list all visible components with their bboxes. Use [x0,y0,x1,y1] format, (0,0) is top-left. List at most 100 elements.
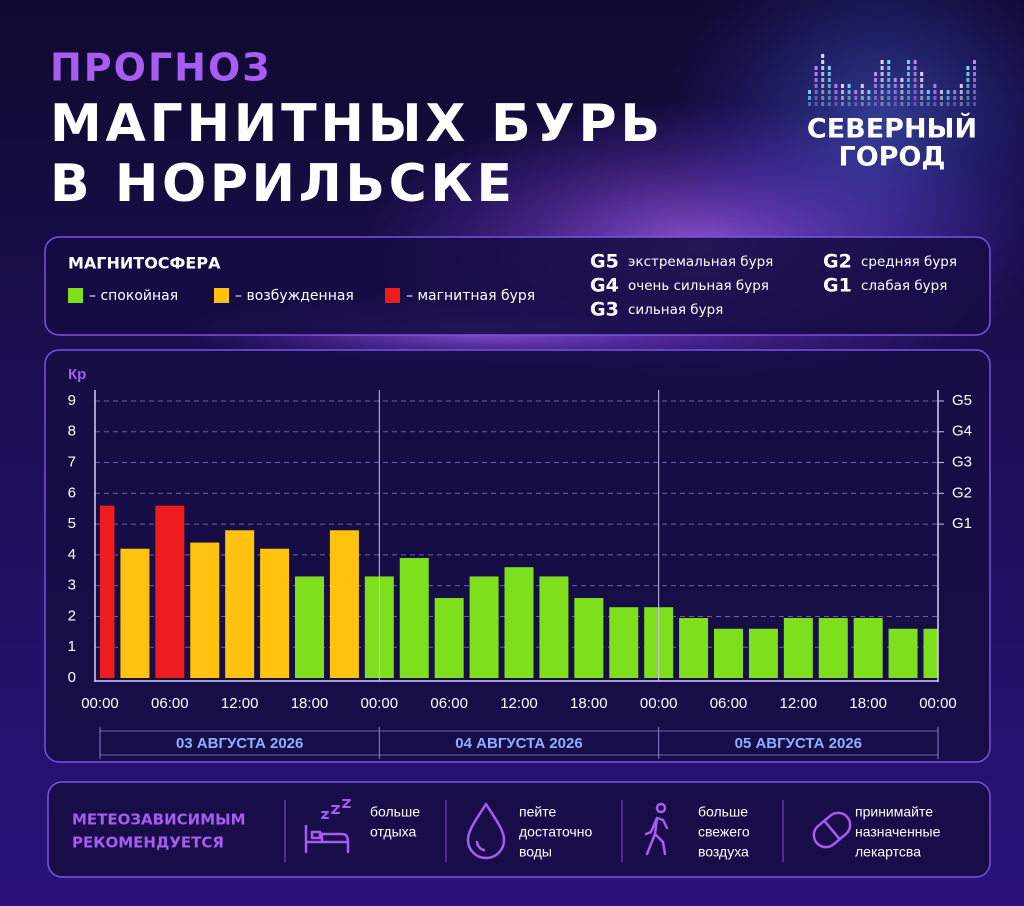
logo-bar [874,96,877,100]
logo-bar [814,96,818,100]
logo-bar [860,84,864,88]
y2-tick-label: G1 [952,515,972,532]
logo-bar [867,96,871,100]
logo-bar [920,84,924,88]
storm-scale: G5 экстремальная буря G4 очень сильная буря… [590,251,957,321]
logo-bar [874,84,877,88]
logo-bar [808,96,811,100]
logo-bar [973,66,976,70]
logo-bar [887,102,891,106]
bar [100,505,115,678]
logo-bar [827,78,831,82]
bar [609,607,639,678]
bar [853,617,883,678]
y-tick-label: 1 [68,638,76,655]
legend-swatch [68,288,83,303]
x-tick-label: 00:00 [81,695,119,712]
advice-text: воздуха [698,844,749,860]
logo-bar [913,96,917,100]
advice-text: свежего [698,824,750,840]
logo-bar [827,102,831,106]
day-label: 05 АВГУСТА 2026 [735,735,862,752]
logo-bar [874,102,877,106]
bar [190,542,220,678]
logo-bar [814,72,818,76]
y2-tick-label: G2 [952,484,972,501]
y2-tick-label: G5 [952,392,972,409]
logo-bar [933,96,937,100]
icons [304,799,852,860]
advice-items: больше отдыха пейте достаточно воды больше све… [370,804,941,860]
logo-bar [814,84,818,88]
legend-panel [44,236,991,336]
bar [539,576,569,678]
scale-label: средняя буря [861,254,957,270]
logo-bar [860,90,864,94]
logo-bar [959,102,963,106]
y-tick-label: 6 [68,484,76,501]
logo-bar [887,84,891,88]
logo-bar [920,102,924,106]
logo-bar [887,72,891,76]
logo-bar [913,66,917,70]
y-tick-label: 8 [68,423,76,440]
logo-bar [926,96,930,100]
logo-bar [841,102,844,106]
x-tick-label: 06:00 [430,695,468,712]
logo-bar [973,102,976,106]
logo-bar [834,90,838,94]
y2-tick-label: G4 [952,423,972,440]
y-tick-label: 4 [68,546,76,563]
x-tick-label: 00:00 [640,695,678,712]
y-tick-label: 0 [68,669,76,686]
logo-bar [874,72,877,76]
x-tick-label: 12:00 [780,695,818,712]
logo-bar [821,72,825,76]
bar [783,617,813,678]
bars [100,505,938,678]
x-tick-label: 18:00 [291,695,329,712]
logo-bar [821,60,825,64]
advice-text: больше [698,804,748,820]
logo-bar [867,90,871,94]
logo-bar [827,66,831,70]
logo-bar [880,84,884,88]
logo-bar [946,90,950,94]
x-tick-label: 06:00 [710,695,748,712]
y-tick-label: 7 [68,454,76,471]
logo-bar [926,102,930,106]
logo-bar [847,90,851,94]
advice-title: РЕКОМЕНДУЕТСЯ [72,834,224,852]
logo-bar [900,90,904,94]
logo-bar [946,102,950,106]
logo-bar [959,96,963,100]
logo-bar [880,78,884,82]
bed-icon [304,824,350,854]
logo-bar [920,90,924,94]
bar [679,617,709,678]
logo-bar [893,90,897,94]
advice-text: принимайте [855,804,933,820]
logo-bar [933,84,937,88]
logo-bar [953,96,957,100]
logo-bar [821,84,825,88]
drop-icon [466,802,506,860]
logo-bar [821,90,825,94]
logo-bar [933,102,937,106]
logo-bar [966,102,970,106]
sleep-icon [321,799,351,819]
scale-code: G3 [590,299,619,321]
logo-bar [874,90,877,94]
advice-text: достаточно [519,824,592,840]
bar [329,530,359,678]
logo-bar [907,60,910,64]
bar [469,576,499,678]
logo-bar [854,90,858,94]
legend-label: – магнитная буря [406,288,535,304]
day-label: 03 АВГУСТА 2026 [176,735,303,752]
logo-bar [913,60,917,64]
bar [120,548,150,678]
logo-bar [880,66,884,70]
logo-bar [827,72,831,76]
